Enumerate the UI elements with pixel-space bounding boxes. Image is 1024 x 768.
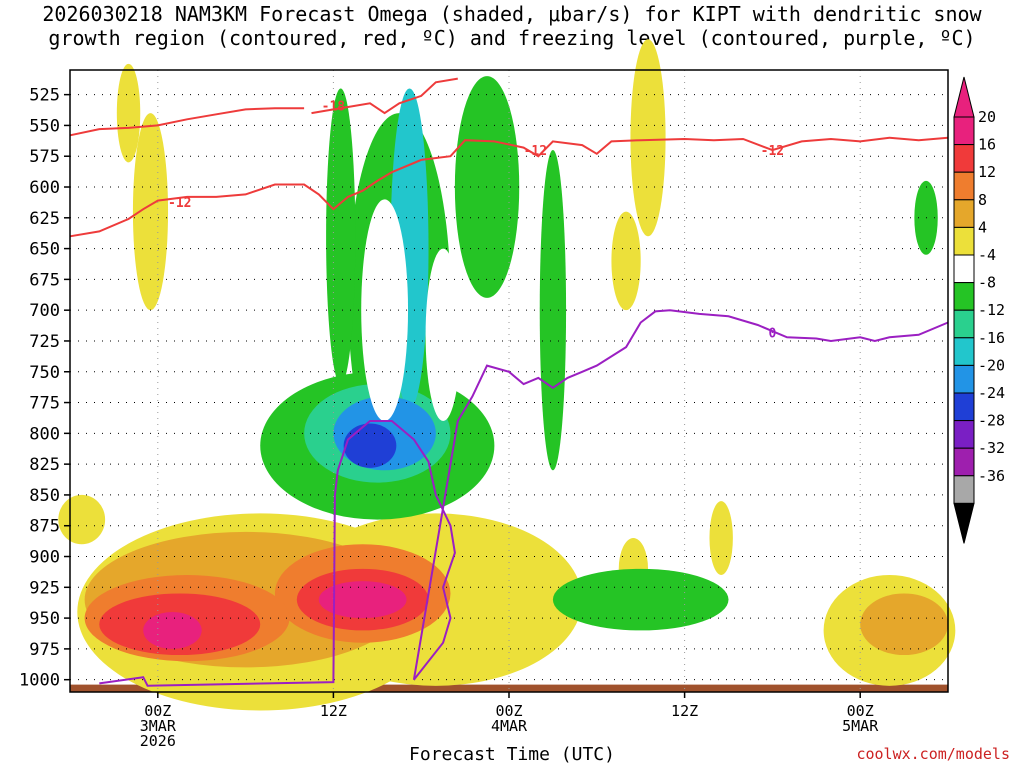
colorbar-swatch — [953, 392, 975, 422]
x-tick-label: 00Z 5MAR — [842, 702, 879, 735]
y-tick-label: 750 — [29, 363, 60, 383]
colorbar-arrow-bottom — [953, 502, 975, 544]
colorbar-label: -28 — [978, 412, 1005, 430]
omega-region-4 — [611, 211, 641, 311]
colorbar: 20 16 12 8 4 -4 -8 -12 -16 -20 -24 -28 -32 -36 — [953, 76, 1005, 544]
omega-region-4 — [58, 494, 106, 545]
omega-region-4 — [132, 113, 169, 311]
contour-label: -12 — [524, 144, 547, 159]
x-tick-label: 00Z 4MAR — [491, 702, 528, 735]
colorbar-swatch — [953, 144, 975, 173]
omega-region-4 — [630, 39, 666, 237]
contour-line — [69, 136, 949, 238]
chart-title: 2026030218 NAM3KM Forecast Omega (shaded… — [42, 2, 982, 50]
source-credit[interactable]: coolwx.com/models — [856, 745, 1010, 763]
omega-region-neutral — [425, 248, 461, 422]
x-tick-label: 00Z 3MAR 2026 — [140, 702, 177, 750]
omega-region-neg8 — [454, 76, 520, 298]
x-axis-title: Forecast Time (UTC) — [409, 744, 615, 765]
x-tick-label: 12Z — [671, 702, 698, 720]
y-tick-label: 650 — [29, 240, 60, 260]
y-tick-label: 950 — [29, 609, 60, 629]
contour-label: -18 — [322, 100, 346, 115]
contour-line — [69, 107, 305, 137]
colorbar-swatch — [953, 199, 975, 228]
y-tick-label: 825 — [29, 455, 60, 475]
colorbar-label: 4 — [978, 218, 987, 236]
colorbar-swatch — [953, 364, 975, 394]
colorbar-swatch — [953, 171, 975, 201]
y-tick-label: 975 — [29, 640, 60, 660]
colorbar-arrow-top — [953, 76, 975, 118]
colorbar-label: -20 — [978, 356, 1005, 374]
y-tick-label: 925 — [29, 578, 60, 598]
y-tick-label: 775 — [29, 394, 60, 414]
colorbar-swatch — [953, 254, 975, 284]
contour-line — [311, 77, 458, 115]
colorbar-swatch — [953, 116, 975, 146]
colorbar-swatch — [953, 475, 975, 504]
contour-lines — [69, 77, 949, 687]
omega-region-4 — [116, 63, 141, 163]
y-tick-label: 625 — [29, 209, 60, 229]
colorbar-label: -12 — [978, 301, 1005, 319]
omega-shading — [58, 39, 956, 711]
omega-region-neutral — [361, 199, 409, 422]
omega-region-20 — [318, 581, 407, 619]
x-tick-label: 12Z — [320, 702, 347, 720]
colorbar-label: 16 — [978, 136, 996, 154]
colorbar-label: -32 — [978, 439, 1005, 457]
omega-region-4 — [709, 501, 733, 575]
y-tick-label: 675 — [29, 270, 60, 290]
y-tick-label: 600 — [29, 178, 60, 198]
y-tick-label: 875 — [29, 517, 60, 537]
colorbar-label: -16 — [978, 329, 1005, 347]
colorbar-label: -4 — [978, 246, 996, 264]
colorbar-label: -8 — [978, 274, 996, 292]
axes: 525 550 575 600 625 650 675 700 725 750 775 800 825 8… — [19, 86, 879, 750]
omega-region-neg8 — [539, 150, 567, 471]
omega-region-neg8 — [326, 88, 356, 385]
contour-line — [99, 309, 949, 687]
contour-label: -12 — [761, 144, 784, 159]
contour-label: -12 — [168, 196, 191, 211]
y-tick-label: 575 — [29, 147, 60, 167]
colorbar-label: -36 — [978, 467, 1005, 485]
omega-region-8 — [860, 593, 948, 656]
y-tick-label: 850 — [29, 486, 60, 506]
y-tick-label: 550 — [29, 116, 60, 136]
colorbar-swatch — [953, 309, 975, 339]
contour-label: 0 — [768, 326, 776, 341]
colorbar-label: -24 — [978, 384, 1005, 402]
omega-region-neg8 — [552, 568, 729, 631]
colorbar-swatch — [953, 282, 975, 311]
contour-labels: -18 -12 -12 -12 0 — [168, 100, 784, 342]
omega-region-20 — [143, 611, 202, 649]
colorbar-swatch — [953, 337, 975, 366]
y-tick-label: 525 — [29, 86, 60, 106]
colorbar-swatch — [953, 420, 975, 449]
colorbar-label: 12 — [978, 163, 996, 181]
y-tick-label: 800 — [29, 424, 60, 444]
colorbar-swatch — [953, 226, 975, 256]
y-tick-label: 900 — [29, 548, 60, 568]
colorbar-label: 20 — [978, 108, 996, 126]
omega-region-neg24 — [343, 423, 397, 468]
y-tick-label: 725 — [29, 332, 60, 352]
y-tick-label: 700 — [29, 301, 60, 321]
colorbar-label: 8 — [978, 191, 987, 209]
colorbar-swatch — [953, 447, 975, 477]
y-tick-label: 1000 — [19, 671, 60, 691]
